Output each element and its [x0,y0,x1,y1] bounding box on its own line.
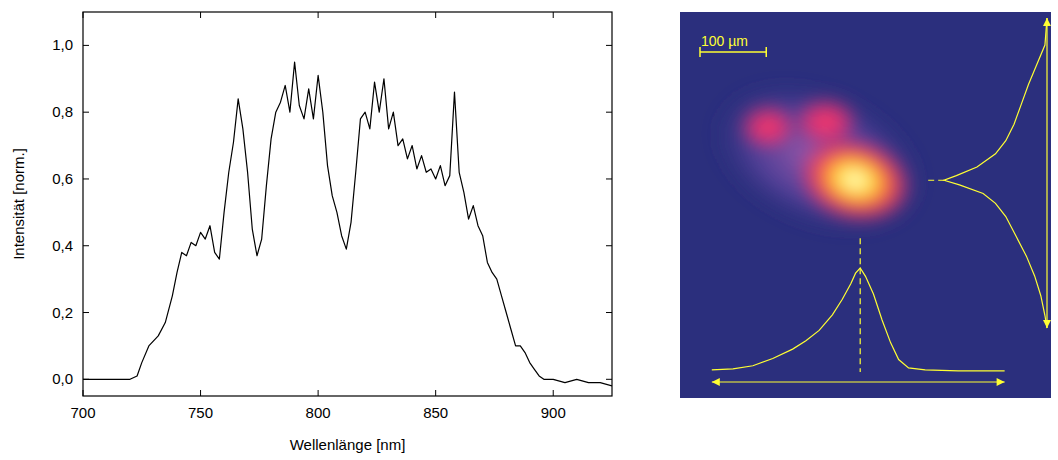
scale-bar-label: 100 µm [701,33,748,49]
x-tick [435,12,436,18]
plot-frame [83,12,612,396]
y-tick [83,178,89,179]
crosshair-v [860,238,861,372]
x-tick-label: 750 [188,404,213,421]
y-tick-label: 0,0 [52,370,73,387]
scale-bar-end [766,47,768,57]
x-tick [553,390,554,396]
arrow-head [1043,18,1051,328]
y-tick [606,245,612,246]
y-tick [83,112,89,113]
x-tick [200,12,201,18]
y-tick [606,45,612,46]
x-tick [83,12,84,18]
x-tick [553,12,554,18]
y-axis-title: Intensität [norm.] [10,148,27,260]
x-tick [318,390,319,396]
x-tick [83,390,84,396]
x-tick-label: 800 [306,404,331,421]
y-tick [83,245,89,246]
x-tick-label: 900 [541,404,566,421]
y-tick [606,312,612,313]
image-background [680,12,1051,398]
y-tick-label: 0,8 [52,103,73,120]
x-tick [200,390,201,396]
spectrum-line [83,62,612,386]
x-tick-label: 700 [70,404,95,421]
arrow-head [712,378,1005,386]
profile-arrow [712,381,1005,382]
y-tick [83,379,89,380]
y-tick [83,45,89,46]
figure: 700 750 800 850 900 0,0 0,2 0,4 0,6 0,8 1,0 Wellenl… [0,0,1058,460]
x-axis-title: Wellenlänge [nm] [290,436,406,453]
vertical-profile [944,18,1047,328]
horizontal-profile [712,268,1005,371]
x-tick [435,390,436,396]
scale-bar [700,51,766,53]
profile-arrow [1046,18,1047,328]
y-tick-label: 1,0 [52,36,73,53]
y-tick-label: 0,2 [52,304,73,321]
plot-area [83,62,612,386]
y-tick-label: 0,4 [52,237,73,254]
crosshair-h [928,180,944,181]
y-tick [83,312,89,313]
x-tick [318,12,319,18]
y-tick [606,178,612,179]
beam-image [680,12,1051,398]
y-tick [606,112,612,113]
y-tick-label: 0,6 [52,170,73,187]
beam-spot [684,48,951,268]
x-tick-label: 850 [423,404,448,421]
y-tick [606,379,612,380]
